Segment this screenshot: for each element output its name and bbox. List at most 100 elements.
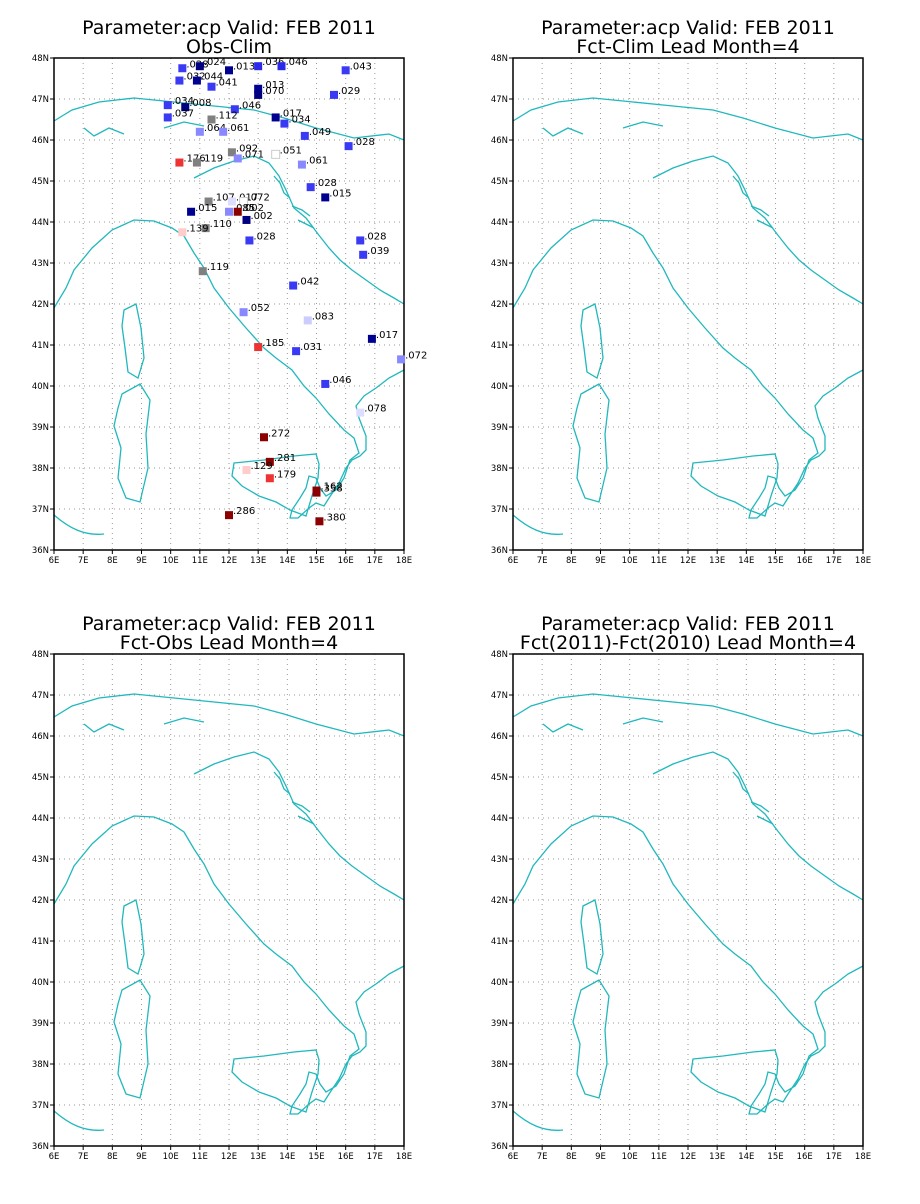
station-value-label: .028	[315, 178, 337, 189]
station-value-label: .061	[227, 123, 249, 134]
lon-tick-label: 10E	[163, 556, 179, 566]
station-square	[397, 355, 406, 364]
station-square	[230, 105, 239, 114]
lon-tick-label: 18E	[396, 1152, 412, 1162]
station-value-label: .043	[350, 61, 372, 72]
station-value-label: .037	[172, 108, 194, 119]
station-square	[297, 160, 306, 169]
lat-tick-label: 42N	[491, 896, 508, 906]
station-square	[330, 90, 338, 99]
station-value-label: .112	[216, 111, 238, 122]
lon-tick-label: 6E	[49, 1152, 60, 1162]
station-marker: .002	[242, 211, 273, 224]
lon-tick-label: 9E	[595, 556, 606, 566]
lat-tick-label: 37N	[32, 1101, 49, 1111]
lat-tick-label: 44N	[32, 218, 49, 228]
lat-tick-label: 39N	[32, 423, 49, 433]
station-value-label: .017	[280, 108, 302, 119]
station-square	[225, 66, 233, 75]
lon-tick-label: 12E	[680, 1152, 696, 1162]
station-value-label: .072	[248, 193, 270, 204]
station-value-label: .083	[312, 311, 334, 322]
station-marker: .064	[195, 123, 226, 136]
lon-tick-label: 15E	[767, 556, 783, 566]
station-marker: .061	[219, 123, 249, 136]
station-square	[233, 154, 242, 163]
station-square	[225, 511, 233, 520]
station-marker: .024	[195, 57, 226, 71]
station-square	[187, 207, 196, 216]
station-marker: .044	[192, 72, 223, 85]
station-marker: .272	[260, 428, 290, 442]
station-marker: .052	[239, 303, 270, 317]
station-square	[312, 488, 321, 497]
station-square	[192, 76, 201, 85]
station-value-label: .015	[329, 188, 351, 199]
station-square	[207, 82, 216, 91]
station-square	[163, 101, 172, 110]
station-square	[181, 103, 190, 112]
stations-layer: .028.024.013.036.046.043.032.044.041.013…	[163, 57, 427, 526]
station-square	[344, 142, 353, 151]
station-square	[207, 115, 216, 124]
lon-tick-label: 14E	[738, 556, 754, 566]
station-marker: .037	[163, 108, 194, 122]
lat-tick-label: 43N	[491, 259, 508, 269]
lat-tick-label: 37N	[32, 505, 49, 515]
station-square	[175, 158, 184, 167]
station-value-label: .031	[300, 342, 322, 353]
station-value-label: .051	[280, 145, 302, 156]
map-body: 6E 7E 8E 9E 10E 11E 12E 13E 14E 15E 16E 17E 18E 36N 37…	[491, 650, 871, 1162]
lon-tick-label: 7E	[78, 1152, 89, 1162]
lat-tick-label: 47N	[491, 95, 508, 105]
lon-tick-label: 16E	[797, 1152, 813, 1162]
station-square	[356, 408, 365, 417]
station-value-label: .008	[189, 98, 211, 109]
station-marker: .028	[344, 137, 375, 151]
station-value-label: .185	[262, 338, 284, 349]
station-square	[271, 149, 281, 159]
lon-tick-label: 9E	[136, 1152, 147, 1162]
panel-title-line1: Parameter:acp Valid: FEB 2011	[541, 613, 835, 635]
station-marker: .110	[201, 219, 232, 233]
station-square	[254, 343, 263, 352]
lon-tick-label: 14E	[738, 1152, 754, 1162]
station-value-label: .046	[329, 375, 351, 386]
station-marker: .039	[359, 246, 389, 259]
map-body: 6E 7E 8E 9E 10E 11E 12E 13E 14E 15E 16E 17E 18E 36N 37…	[32, 54, 412, 566]
lat-tick-label: 36N	[32, 546, 49, 556]
lon-tick-label: 13E	[709, 1152, 725, 1162]
station-square	[271, 113, 280, 122]
station-value-label: .046	[286, 57, 308, 68]
station-marker: .029	[330, 86, 360, 99]
station-marker: .015	[321, 188, 352, 202]
station-square	[163, 113, 172, 122]
lat-tick-label: 43N	[32, 855, 49, 865]
station-square	[260, 433, 268, 442]
station-square	[178, 64, 187, 73]
lon-tick-label: 8E	[566, 556, 577, 566]
lat-tick-label: 43N	[491, 855, 508, 865]
lat-tick-label: 45N	[32, 177, 49, 187]
station-value-label: .028	[353, 137, 375, 148]
lat-tick-label: 44N	[32, 814, 49, 824]
lon-tick-label: 18E	[855, 1152, 871, 1162]
station-value-label: .119	[207, 262, 229, 273]
station-value-label: .129	[251, 461, 273, 472]
lon-tick-label: 18E	[855, 556, 871, 566]
lat-tick-label: 45N	[491, 177, 508, 187]
station-marker: .358	[312, 484, 343, 497]
station-marker: .072	[239, 193, 270, 206]
lat-tick-label: 39N	[491, 423, 508, 433]
lon-tick-label: 8E	[566, 1152, 577, 1162]
lat-tick-label: 48N	[491, 650, 508, 660]
station-value-label: .049	[309, 127, 331, 138]
lat-tick-label: 48N	[491, 54, 508, 64]
station-marker: .139	[178, 223, 209, 237]
station-square	[292, 347, 301, 356]
station-square	[367, 334, 376, 343]
station-square	[201, 224, 210, 233]
map-panel-fct-clim: Parameter:acp Valid: FEB 2011 Fct-Clim L…	[491, 17, 871, 566]
lon-tick-label: 10E	[622, 556, 638, 566]
